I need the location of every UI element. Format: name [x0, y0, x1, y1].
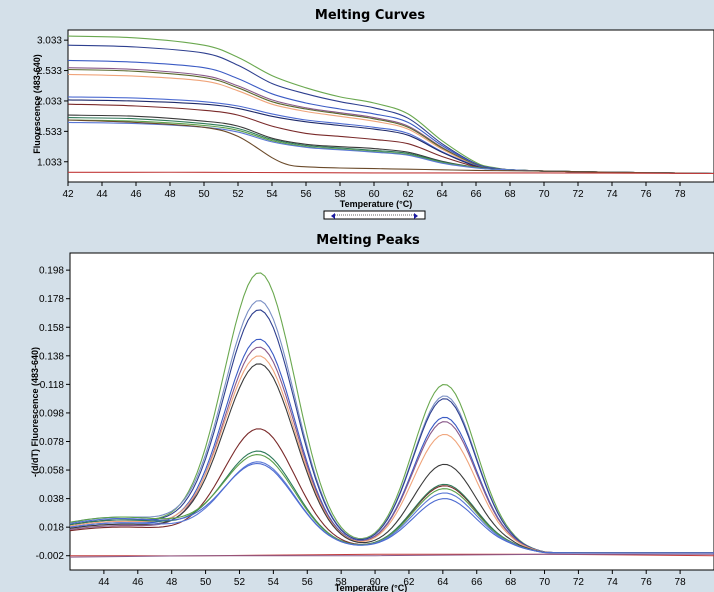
chart-title-peaks: Melting Peaks — [316, 233, 420, 248]
curve-series-line — [67, 119, 714, 175]
y-tick-label: 0.078 — [39, 437, 64, 448]
y-axis-curves: 3.033 2.533 2.033 1.533 1.033 — [37, 36, 68, 168]
x-tick-label: 78 — [674, 189, 686, 200]
x-tick-label: 54 — [268, 577, 280, 588]
x-tick-label: 60 — [369, 577, 381, 588]
x-tick-label: 44 — [98, 577, 110, 588]
y-tick-label: 0.118 — [40, 380, 65, 391]
baseline-series-line — [69, 553, 714, 558]
x-tick-label: 76 — [640, 189, 652, 200]
range-scrollbar[interactable] — [323, 210, 426, 220]
y-axis-peaks: 0.198 0.178 0.158 0.138 0.118 0.098 0.078 0.058… — [36, 266, 70, 562]
x-tick-label: 42 — [62, 189, 74, 200]
x-tick-label: 48 — [164, 189, 176, 200]
x-tick-label: 58 — [334, 189, 346, 200]
y-axis-label-peaks: -(d/dT) Fluorescence (483-640) — [30, 347, 40, 477]
x-tick-label: 62 — [403, 577, 415, 588]
x-tick-label: 56 — [300, 189, 312, 200]
x-tick-label: 78 — [675, 577, 687, 588]
y-tick-label: 1.033 — [37, 157, 62, 168]
x-tick-label: 62 — [402, 189, 414, 200]
scroll-left-arrow-icon[interactable] — [331, 213, 335, 219]
y-axis-label-curves: Fluorescence (483-640) — [32, 54, 42, 154]
x-tick-label: 54 — [266, 189, 278, 200]
series-group-curves — [67, 35, 714, 175]
y-tick-label: 0.058 — [39, 466, 64, 477]
x-axis-peaks: 44 46 48 50 52 54 56 58 60 62 64 66 68 70 72 74 76 78 — [98, 570, 686, 588]
x-tick-label: 72 — [572, 189, 584, 200]
y-tick-label: 2.033 — [37, 96, 62, 107]
x-tick-label: 60 — [368, 189, 380, 200]
y-tick-label: 2.533 — [37, 66, 62, 77]
x-tick-label: 58 — [336, 577, 348, 588]
scroll-right-arrow-icon[interactable] — [414, 213, 418, 219]
x-tick-label: 76 — [641, 577, 653, 588]
x-tick-label: 50 — [200, 577, 212, 588]
x-axis-curves: 42 44 46 48 50 52 54 56 58 60 62 64 66 68 70 72 74 76 78 — [62, 182, 686, 200]
x-tick-label: 64 — [436, 189, 448, 200]
x-tick-label: 66 — [470, 189, 482, 200]
x-axis-label-peaks: Temperature (°C) — [335, 583, 407, 592]
x-tick-label: 48 — [166, 577, 178, 588]
peak-series-line — [69, 462, 714, 554]
y-tick-label: 3.033 — [37, 36, 62, 47]
x-tick-label: 46 — [132, 577, 144, 588]
x-tick-label: 66 — [471, 577, 483, 588]
x-tick-label: 70 — [538, 189, 550, 200]
y-tick-label: 0.158 — [39, 323, 64, 334]
y-tick-label: -0.002 — [36, 551, 65, 562]
x-tick-label: 56 — [302, 577, 314, 588]
x-tick-label: 74 — [607, 577, 619, 588]
y-tick-label: 0.138 — [39, 351, 64, 362]
x-tick-label: 44 — [96, 189, 108, 200]
y-tick-label: 0.178 — [39, 294, 64, 305]
y-tick-label: 0.018 — [39, 523, 64, 534]
chart-title-curves: Melting Curves — [315, 8, 425, 23]
y-tick-label: 0.198 — [39, 266, 64, 277]
x-tick-label: 68 — [505, 577, 517, 588]
x-axis-label-curves: Temperature (°C) — [340, 199, 412, 209]
x-tick-label: 50 — [198, 189, 210, 200]
x-tick-label: 70 — [539, 577, 551, 588]
x-tick-label: 72 — [573, 577, 585, 588]
plot-area-curves — [67, 29, 714, 183]
series-group-peaks — [69, 272, 714, 558]
y-tick-label: 0.098 — [39, 408, 64, 419]
x-tick-label: 74 — [606, 189, 618, 200]
x-tick-label: 64 — [437, 577, 449, 588]
x-tick-label: 46 — [130, 189, 142, 200]
curve-series-line — [67, 171, 714, 175]
x-tick-label: 52 — [232, 189, 244, 200]
y-tick-label: 0.038 — [39, 494, 64, 505]
x-tick-label: 52 — [234, 577, 246, 588]
y-tick-label: 1.533 — [37, 127, 62, 138]
x-tick-label: 68 — [504, 189, 516, 200]
